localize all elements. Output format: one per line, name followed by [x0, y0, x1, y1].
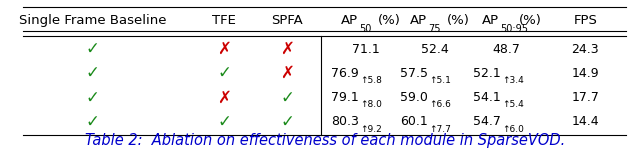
Text: ↑7.7: ↑7.7 — [429, 125, 451, 134]
Text: ✓: ✓ — [217, 64, 231, 82]
Text: AP: AP — [340, 14, 358, 27]
Text: 24.3: 24.3 — [572, 43, 599, 56]
Text: AP: AP — [410, 14, 427, 27]
Text: 14.9: 14.9 — [572, 67, 599, 80]
Text: FPS: FPS — [573, 14, 597, 27]
Text: (%): (%) — [447, 14, 470, 27]
Text: AP: AP — [482, 14, 499, 27]
Text: 52.1: 52.1 — [473, 67, 500, 80]
Text: Table 2:  Ablation on effectiveness of each module in SparseVOD.: Table 2: Ablation on effectiveness of ea… — [84, 133, 564, 148]
Text: ✗: ✗ — [280, 64, 294, 82]
Text: ✓: ✓ — [280, 113, 294, 131]
Text: ↑5.1: ↑5.1 — [429, 76, 451, 85]
Text: ↑5.4: ↑5.4 — [502, 100, 524, 109]
Text: 59.0: 59.0 — [401, 91, 428, 104]
Text: ↑6.0: ↑6.0 — [502, 125, 524, 134]
Text: ✓: ✓ — [85, 88, 99, 106]
Text: 17.7: 17.7 — [572, 91, 599, 104]
Text: SPFA: SPFA — [271, 14, 303, 27]
Text: 50: 50 — [359, 24, 372, 34]
Text: Single Frame Baseline: Single Frame Baseline — [19, 14, 166, 27]
Text: 14.4: 14.4 — [572, 115, 599, 128]
Text: ↑8.0: ↑8.0 — [360, 100, 382, 109]
Text: ↑6.6: ↑6.6 — [429, 100, 451, 109]
Text: 57.5: 57.5 — [400, 67, 428, 80]
Text: (%): (%) — [378, 14, 401, 27]
Text: ✗: ✗ — [217, 88, 231, 106]
Text: 48.7: 48.7 — [493, 43, 521, 56]
Text: 54.7: 54.7 — [472, 115, 500, 128]
Text: 80.3: 80.3 — [332, 115, 359, 128]
Text: 60.1: 60.1 — [401, 115, 428, 128]
Text: 50:95: 50:95 — [500, 24, 529, 34]
Text: ✗: ✗ — [280, 40, 294, 58]
Text: ↑3.4: ↑3.4 — [502, 76, 524, 85]
Text: ✓: ✓ — [85, 113, 99, 131]
Text: ✓: ✓ — [85, 64, 99, 82]
Text: ✗: ✗ — [217, 40, 231, 58]
Text: 76.9: 76.9 — [332, 67, 359, 80]
Text: ✓: ✓ — [217, 113, 231, 131]
Text: 54.1: 54.1 — [473, 91, 500, 104]
Text: ✓: ✓ — [280, 88, 294, 106]
Text: 75: 75 — [428, 24, 441, 34]
Text: ✓: ✓ — [85, 40, 99, 58]
Text: (%): (%) — [519, 14, 542, 27]
Text: ↑5.8: ↑5.8 — [360, 76, 382, 85]
Text: ↑9.2: ↑9.2 — [360, 125, 382, 134]
Text: 79.1: 79.1 — [332, 91, 359, 104]
Text: 71.1: 71.1 — [351, 43, 380, 56]
Text: TFE: TFE — [212, 14, 236, 27]
Text: 52.4: 52.4 — [420, 43, 449, 56]
